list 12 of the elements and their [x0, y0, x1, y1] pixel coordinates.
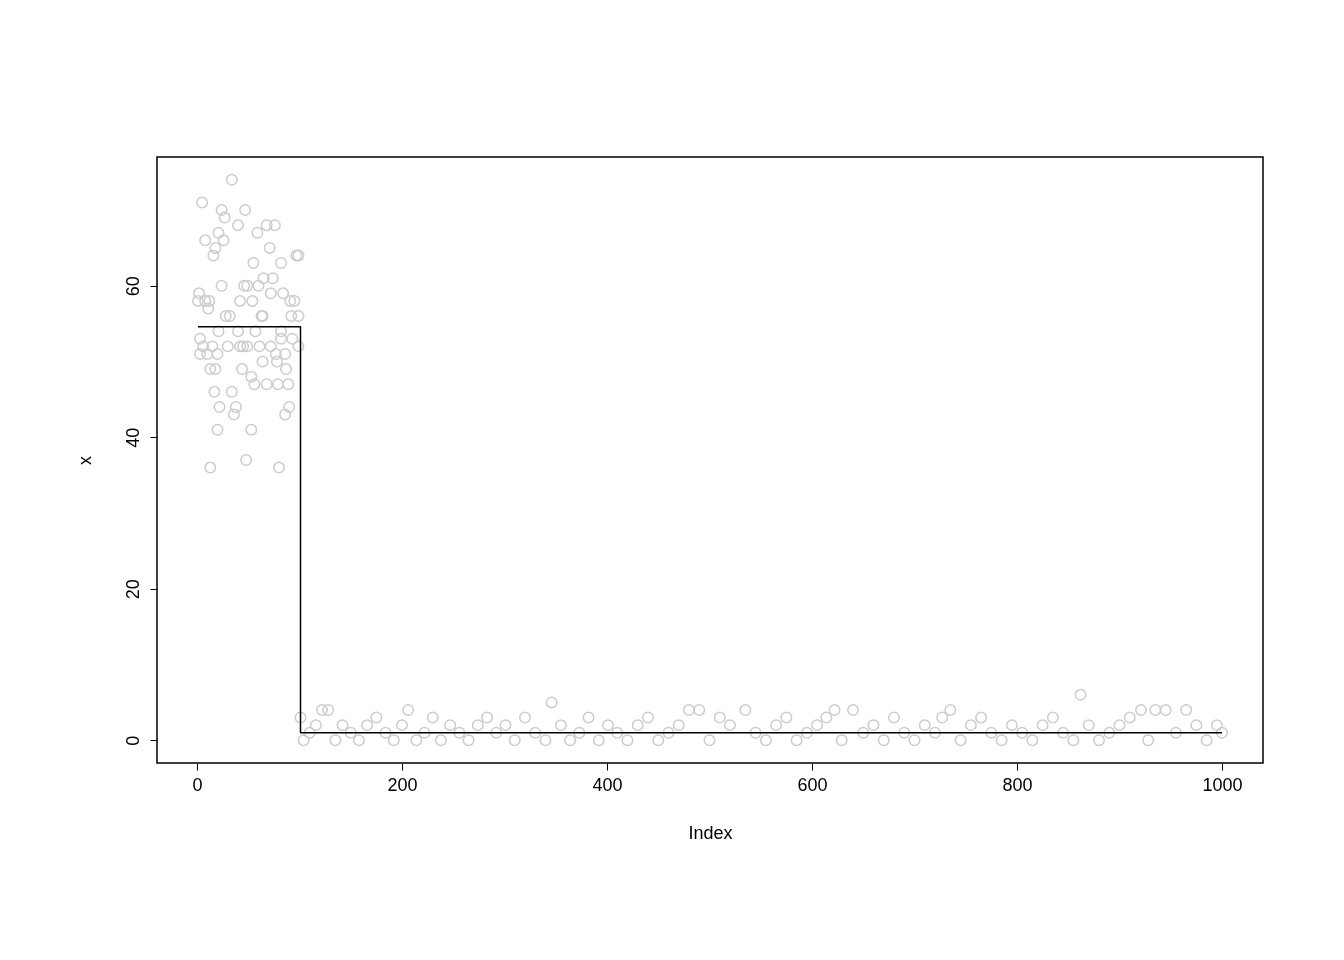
y-tick-label: 0 [122, 735, 143, 746]
y-tick-label: 60 [122, 276, 143, 297]
x-tick-label: 1000 [1202, 774, 1243, 795]
y-tick-label: 40 [122, 427, 143, 448]
y-tick-label: 20 [122, 579, 143, 600]
x-axis-title: Index [688, 822, 733, 843]
x-tick-label: 600 [797, 774, 828, 795]
x-tick-label: 0 [192, 774, 203, 795]
x-tick-label: 800 [1002, 774, 1033, 795]
x-tick-label: 400 [592, 774, 623, 795]
x-tick-label: 200 [387, 774, 418, 795]
y-axis-title: x [74, 456, 95, 465]
